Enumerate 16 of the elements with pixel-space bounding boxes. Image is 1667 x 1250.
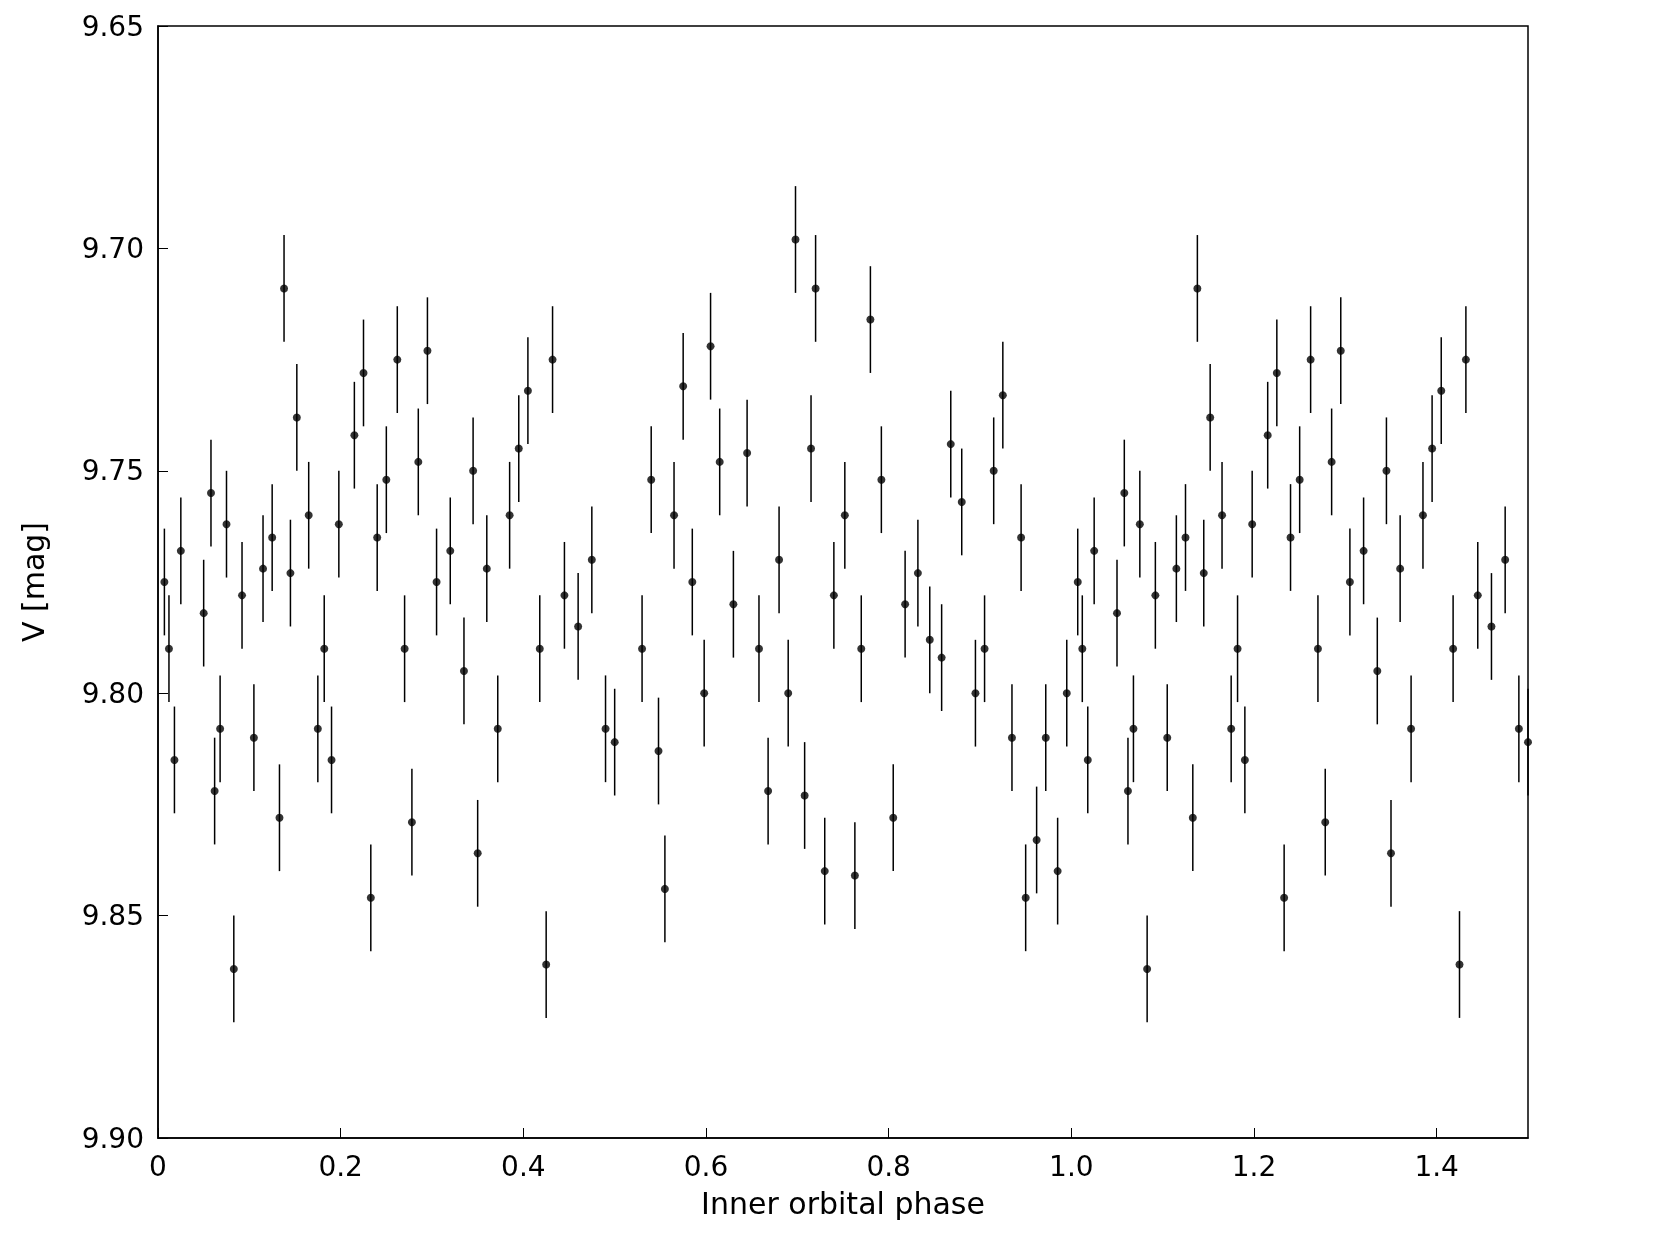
x-tick-label: 1.2	[1231, 1149, 1277, 1183]
y-tick-label: 9.85	[81, 899, 144, 933]
x-tick-label: 0.8	[866, 1149, 911, 1183]
x-tick-label: 1.0	[1049, 1149, 1094, 1183]
y-tick-label: 9.75	[81, 454, 144, 488]
x-tick-label: 1.4	[1414, 1149, 1459, 1183]
x-tick-label: 0.2	[318, 1149, 363, 1183]
y-tick-label: 9.70	[81, 231, 144, 265]
x-tick-label: 0.6	[683, 1149, 729, 1183]
x-tick-label: 0	[149, 1149, 167, 1183]
y-tick-label: 9.90	[81, 1121, 144, 1155]
y-axis-title: V [mag]	[15, 521, 51, 643]
x-tick-label: 0.4	[501, 1149, 546, 1183]
y-tick-label: 9.65	[81, 9, 144, 43]
y-tick-label: 9.80	[81, 676, 144, 710]
x-axis-title: Inner orbital phase	[701, 1185, 985, 1221]
